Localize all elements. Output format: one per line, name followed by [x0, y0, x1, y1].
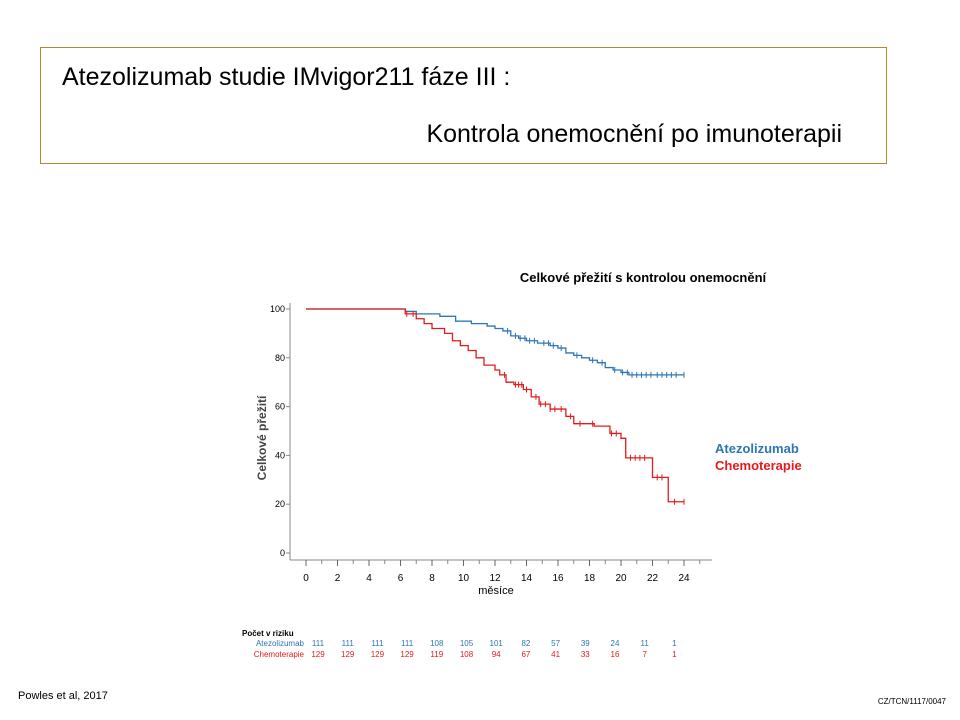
risk-count: 11	[641, 639, 650, 648]
risk-count: 82	[521, 639, 530, 648]
risk-count: 108	[430, 639, 444, 648]
risk-table-header: Počet v riziku	[242, 629, 294, 638]
y-axis-label: Celkové přežití	[255, 395, 269, 480]
reference-text: Powles et al, 2017	[18, 690, 108, 702]
x-tick-label: 22	[647, 573, 659, 584]
x-tick-label: 16	[552, 573, 564, 584]
risk-count: 129	[341, 650, 355, 659]
slide-subtitle: Kontrola onemocnění po imunoterapii	[426, 120, 842, 148]
x-tick-label: 24	[678, 573, 690, 584]
y-tick-label: 80	[275, 353, 285, 363]
y-tick-label: 0	[280, 548, 285, 558]
y-axis-backdrop	[250, 290, 288, 575]
x-axis-backdrop	[288, 563, 634, 600]
risk-count: 1	[672, 639, 677, 648]
series-layer	[306, 308, 685, 505]
risk-count: 39	[581, 639, 590, 648]
risk-table: Počet v riziku Atezolizumab Chemoterapie…	[242, 629, 677, 659]
risk-row-label-chemoterapie: Chemoterapie	[254, 650, 305, 659]
risk-count: 129	[371, 650, 385, 659]
risk-count: 1	[672, 650, 677, 659]
y-tick-label: 60	[275, 402, 285, 412]
risk-count: 33	[581, 650, 590, 659]
risk-count: 94	[492, 650, 501, 659]
risk-count: 24	[611, 639, 620, 648]
risk-count: 16	[611, 650, 620, 659]
slide-title: Atezolizumab studie IMvigor211 fáze III …	[62, 63, 511, 91]
risk-count: 41	[551, 650, 560, 659]
risk-count: 7	[642, 650, 647, 659]
risk-count: 119	[430, 650, 443, 659]
x-axis-label: měsíce	[478, 585, 513, 597]
risk-count: 111	[312, 639, 325, 648]
legend-atezolizumab: Atezolizumab	[715, 441, 799, 456]
title-box: Atezolizumab studie IMvigor211 fáze III …	[40, 47, 887, 164]
km-curve-chemoterapie	[306, 308, 684, 503]
x-tick-label: 12	[489, 573, 501, 584]
risk-count: 101	[490, 639, 504, 648]
legend-chemoterapie: Chemoterapie	[715, 458, 802, 473]
x-tick-label: 0	[303, 573, 309, 584]
risk-count: 108	[460, 650, 474, 659]
x-tick-label: 6	[398, 573, 404, 584]
chart-title: Celkové přežití s kontrolou onemocnění	[520, 270, 767, 285]
y-tick-label: 20	[275, 499, 285, 509]
risk-count: 111	[401, 639, 414, 648]
x-tick-label: 20	[615, 573, 627, 584]
y-tick-label: 40	[275, 450, 285, 460]
risk-count: 111	[371, 639, 384, 648]
x-tick-label: 10	[458, 573, 470, 584]
risk-row-label-atezolizumab: Atezolizumab	[256, 639, 305, 648]
risk-count: 111	[342, 639, 355, 648]
x-tick-label: 14	[521, 573, 533, 584]
km-curve-atezolizumab	[306, 308, 684, 376]
x-tick-label: 18	[584, 573, 596, 584]
risk-count: 105	[460, 639, 474, 648]
risk-count: 67	[521, 650, 530, 659]
y-tick-label: 100	[270, 304, 285, 314]
document-code: CZ/TCN/1117/0047	[877, 697, 946, 706]
risk-count: 129	[400, 650, 414, 659]
risk-count: 57	[551, 639, 560, 648]
x-tick-label: 4	[366, 573, 372, 584]
risk-count: 129	[311, 650, 325, 659]
x-tick-label: 8	[429, 573, 435, 584]
x-tick-label: 2	[335, 573, 341, 584]
